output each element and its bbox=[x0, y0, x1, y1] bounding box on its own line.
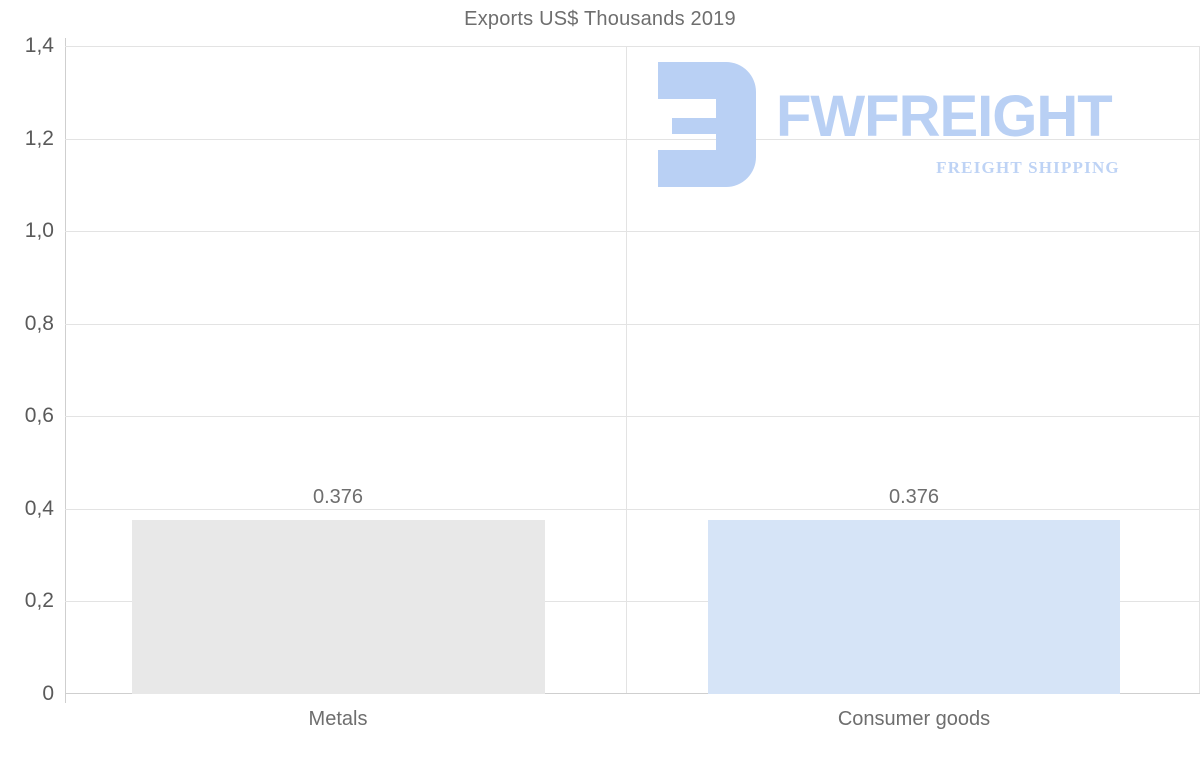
y-tick-label-1-4: 1,4 bbox=[24, 34, 54, 57]
gridline-0-4 bbox=[65, 508, 1200, 510]
y-tick-label-1-0: 1,0 bbox=[24, 219, 54, 243]
y-tick-label-0-8: 0,8 bbox=[24, 311, 54, 335]
gridline-1-4 bbox=[65, 46, 1200, 47]
bar-metals[interactable] bbox=[132, 520, 545, 694]
bar-value-metals: 0.376 bbox=[312, 486, 364, 508]
y-tick-label-0: 0 bbox=[42, 682, 54, 705]
bar-value-consumer-goods: 0.376 bbox=[888, 486, 940, 508]
bar-consumer-goods[interactable] bbox=[708, 520, 1120, 694]
gridline-0-6 bbox=[65, 416, 1200, 418]
gridline-1-2 bbox=[65, 138, 1200, 140]
gridline-0-8 bbox=[65, 323, 1200, 325]
y-tick-label-0-4: 0,4 bbox=[24, 496, 54, 520]
gridline-vertical-category-boundary bbox=[626, 46, 627, 694]
x-axis-baseline bbox=[65, 693, 1200, 694]
y-tick-label-0-2: 0,2 bbox=[24, 589, 54, 613]
y-axis-line bbox=[65, 38, 66, 703]
y-tick-label-0-6: 0,6 bbox=[24, 404, 54, 428]
chart-title: Exports US$ Thousands 2019 bbox=[464, 8, 736, 30]
x-axis-label-metals: Metals bbox=[308, 708, 368, 730]
plot-area: 0.376 0.376 bbox=[65, 46, 1200, 694]
gridline-0-2 bbox=[65, 601, 1200, 603]
gridline-1-0 bbox=[65, 231, 1200, 233]
x-axis-label-consumer-goods: Consumer goods bbox=[837, 708, 991, 730]
y-tick-label-1-2: 1,2 bbox=[24, 126, 54, 150]
